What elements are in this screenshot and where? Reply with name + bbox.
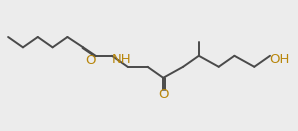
Text: NH: NH	[111, 53, 131, 66]
Text: O: O	[158, 88, 168, 101]
Text: O: O	[85, 54, 96, 67]
Text: OH: OH	[269, 53, 289, 66]
